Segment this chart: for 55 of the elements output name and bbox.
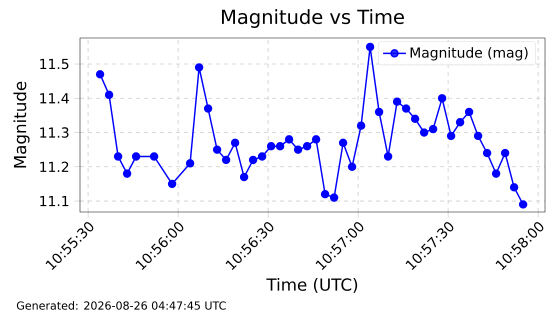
point: [348, 162, 356, 171]
point: [186, 159, 194, 168]
point: [96, 70, 104, 79]
point: [510, 183, 518, 192]
point: [330, 193, 338, 202]
point: [456, 118, 464, 126]
point: [392, 98, 402, 106]
point: [384, 152, 392, 161]
point: [284, 135, 294, 144]
point: [104, 90, 114, 100]
y-tick-label: 11.5: [40, 58, 68, 70]
point: [428, 124, 438, 134]
point: [366, 42, 374, 52]
point: [438, 94, 446, 102]
legend-label: Magnitude (mag): [410, 47, 528, 60]
point: [518, 200, 528, 209]
point: [356, 121, 366, 130]
point: [168, 180, 176, 188]
point: [222, 156, 230, 164]
point: [474, 132, 482, 140]
point: [204, 104, 212, 113]
y-tick-label: 11.3: [40, 127, 68, 138]
point: [150, 152, 158, 161]
point: [402, 104, 410, 113]
point: [212, 145, 222, 154]
point: [446, 132, 456, 140]
point: [464, 108, 474, 116]
point: [194, 63, 204, 72]
y-axis-title: Magnitude: [13, 82, 30, 168]
point: [492, 169, 500, 178]
y-tick-label: 11.2: [40, 162, 68, 172]
point: [240, 172, 248, 182]
point: [230, 138, 240, 148]
point: [294, 145, 302, 154]
point: [258, 152, 266, 161]
point: [276, 142, 284, 150]
point: [266, 142, 276, 150]
point: [302, 142, 312, 150]
point: [312, 135, 320, 144]
point: [500, 148, 510, 158]
point: [122, 169, 132, 178]
point: [338, 138, 348, 148]
point: [320, 190, 330, 198]
x-axis-title: Time (UTC): [266, 278, 358, 293]
point: [420, 128, 428, 137]
point: [482, 148, 492, 158]
point: [410, 114, 420, 124]
point: [132, 152, 140, 161]
chart-title: Magnitude vs Time: [222, 9, 404, 28]
y-tick-label: 11.4: [40, 93, 69, 104]
y-tick-label: 11.1: [40, 196, 68, 206]
point: [374, 108, 384, 116]
text: Generated: 2026-08-26 04:47:45 UTC: [16, 301, 226, 310]
point: [248, 156, 258, 164]
point: [114, 152, 122, 161]
